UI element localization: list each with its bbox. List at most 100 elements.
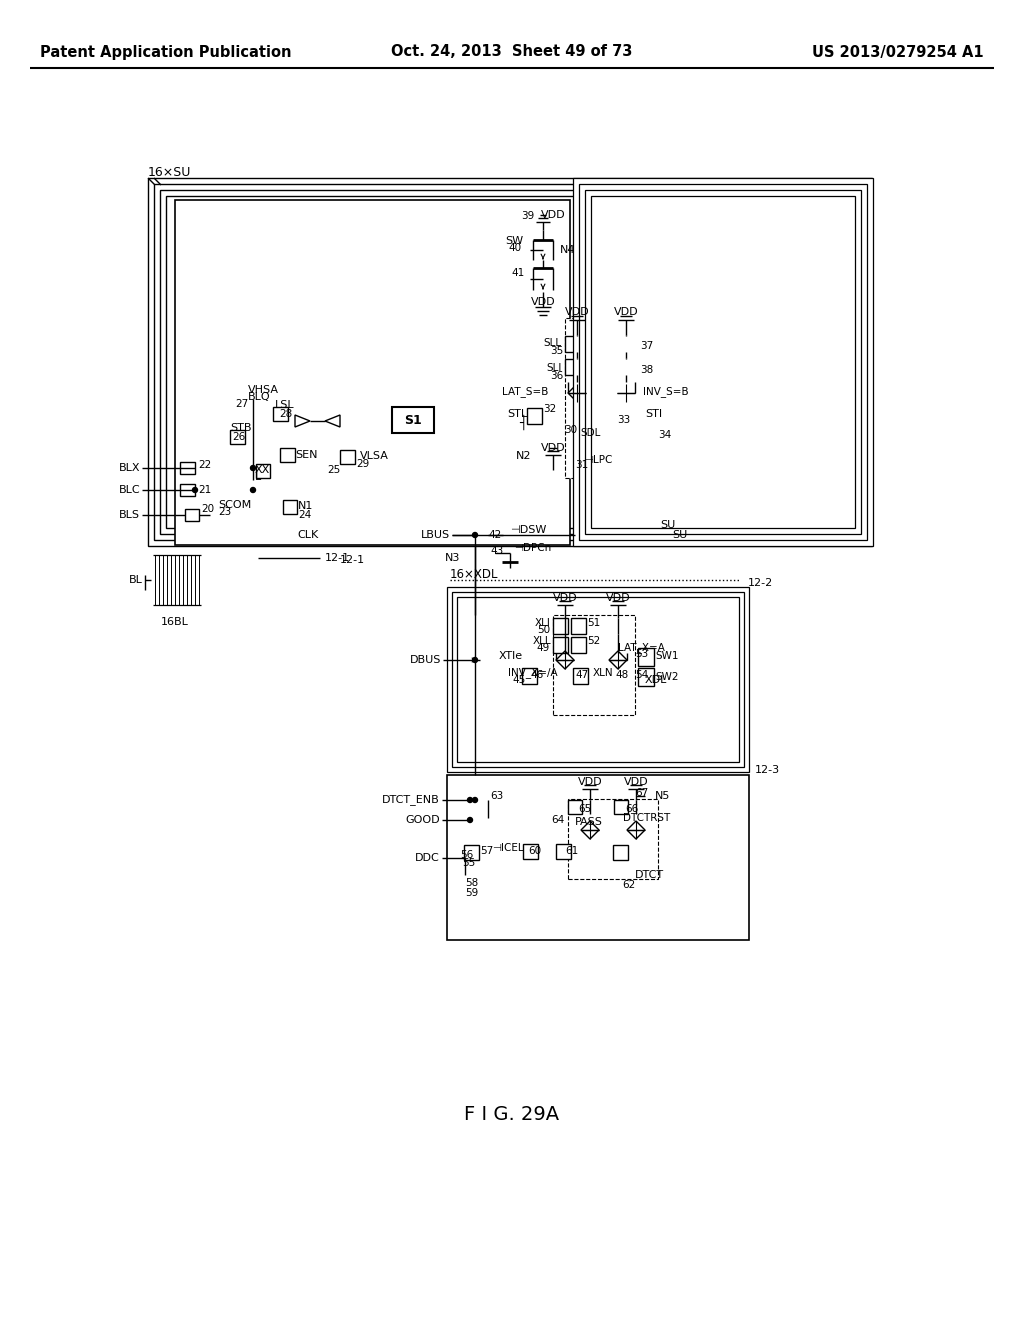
Bar xyxy=(154,183,866,540)
Text: SEN: SEN xyxy=(295,450,317,459)
Text: SW: SW xyxy=(505,236,523,246)
Text: 41: 41 xyxy=(512,268,525,279)
Text: 48: 48 xyxy=(615,671,629,680)
Text: 64: 64 xyxy=(552,814,565,825)
Text: XLN: XLN xyxy=(593,668,613,678)
Text: 60: 60 xyxy=(528,846,541,855)
Text: BLC: BLC xyxy=(119,484,140,495)
Text: VLSA: VLSA xyxy=(360,451,389,461)
Bar xyxy=(280,447,295,462)
Text: INV_X=/A: INV_X=/A xyxy=(508,668,558,678)
Text: 12-1: 12-1 xyxy=(325,553,350,564)
Text: 36: 36 xyxy=(550,371,563,381)
Text: 35: 35 xyxy=(550,346,563,356)
Text: 43: 43 xyxy=(490,546,503,556)
Circle shape xyxy=(468,817,472,822)
Text: 29: 29 xyxy=(356,459,370,469)
Bar xyxy=(613,845,628,861)
Bar xyxy=(148,178,872,546)
Bar xyxy=(568,800,582,814)
Text: Oct. 24, 2013  Sheet 49 of 73: Oct. 24, 2013 Sheet 49 of 73 xyxy=(391,45,633,59)
Text: 31: 31 xyxy=(575,459,588,470)
Bar xyxy=(573,178,873,546)
Bar xyxy=(166,195,854,528)
Text: LAT_S=B: LAT_S=B xyxy=(502,387,548,397)
Text: DBUS: DBUS xyxy=(410,655,441,665)
Bar xyxy=(160,190,860,535)
Text: 67: 67 xyxy=(635,788,648,799)
Text: 51: 51 xyxy=(587,618,600,628)
Text: CLK: CLK xyxy=(297,531,318,540)
Text: SDL: SDL xyxy=(580,428,600,438)
Bar xyxy=(573,668,588,684)
Text: 12-1: 12-1 xyxy=(340,554,366,565)
Text: SLI: SLI xyxy=(547,363,562,374)
Text: 25: 25 xyxy=(327,465,340,475)
Text: 58: 58 xyxy=(465,878,478,888)
Text: SU: SU xyxy=(660,520,675,531)
Circle shape xyxy=(472,797,477,803)
Text: XLL: XLL xyxy=(532,636,551,645)
Bar xyxy=(447,587,749,772)
Text: 46: 46 xyxy=(530,671,544,680)
Text: ⊣LPC: ⊣LPC xyxy=(584,455,612,465)
Text: 63: 63 xyxy=(490,791,503,801)
Text: 56: 56 xyxy=(460,850,473,861)
Text: Patent Application Publication: Patent Application Publication xyxy=(40,45,292,59)
Bar xyxy=(340,450,355,465)
Text: 27: 27 xyxy=(234,399,248,409)
Circle shape xyxy=(251,466,256,470)
Text: 47: 47 xyxy=(575,671,588,680)
Bar xyxy=(641,408,656,424)
Text: VDD: VDD xyxy=(541,210,565,220)
Text: N1: N1 xyxy=(298,502,313,511)
Text: 12-2: 12-2 xyxy=(748,578,773,587)
Text: DTCTRST: DTCTRST xyxy=(623,813,671,822)
Text: 23: 23 xyxy=(218,507,231,517)
Circle shape xyxy=(472,657,477,663)
Text: BLS: BLS xyxy=(119,510,140,520)
Bar xyxy=(565,318,673,478)
Text: 65: 65 xyxy=(578,804,591,814)
Text: SU: SU xyxy=(672,531,687,540)
Text: STB: STB xyxy=(230,422,252,433)
Text: INV_S=B: INV_S=B xyxy=(643,387,688,397)
Text: 20: 20 xyxy=(201,504,214,513)
Text: VDD: VDD xyxy=(605,593,631,603)
Bar xyxy=(457,597,739,762)
Text: VDD: VDD xyxy=(553,593,578,603)
Text: STL: STL xyxy=(507,409,527,418)
Text: 62: 62 xyxy=(622,880,635,890)
Bar xyxy=(283,500,297,513)
Text: SW1: SW1 xyxy=(655,651,679,661)
Text: 66: 66 xyxy=(625,804,638,814)
Text: 57: 57 xyxy=(480,846,494,855)
Text: 24: 24 xyxy=(298,510,311,520)
Text: LBUS: LBUS xyxy=(421,531,450,540)
Text: N2: N2 xyxy=(516,451,531,461)
Bar xyxy=(565,359,580,375)
Text: SW2: SW2 xyxy=(655,672,679,682)
Bar xyxy=(571,638,586,653)
Text: ⊣DPCn: ⊣DPCn xyxy=(514,543,551,553)
Text: 21: 21 xyxy=(198,484,211,495)
Text: BLX: BLX xyxy=(119,463,140,473)
Text: 16BL: 16BL xyxy=(161,616,189,627)
Text: 37: 37 xyxy=(640,341,653,351)
Text: N5: N5 xyxy=(655,791,671,801)
Bar xyxy=(464,845,479,861)
Text: 34: 34 xyxy=(658,430,672,440)
Text: BLQ: BLQ xyxy=(248,392,270,403)
Text: VDD: VDD xyxy=(624,777,648,787)
Text: S1: S1 xyxy=(404,413,422,426)
Circle shape xyxy=(251,487,256,492)
Text: SCOM: SCOM xyxy=(218,500,251,510)
Text: N4: N4 xyxy=(560,246,575,255)
Text: 55: 55 xyxy=(462,858,475,869)
Bar xyxy=(256,465,270,478)
Text: DTCT_ENB: DTCT_ENB xyxy=(382,795,440,805)
Text: 50: 50 xyxy=(537,624,550,635)
Circle shape xyxy=(193,487,198,492)
Text: VDD: VDD xyxy=(530,297,555,308)
Text: DDC: DDC xyxy=(416,853,440,863)
